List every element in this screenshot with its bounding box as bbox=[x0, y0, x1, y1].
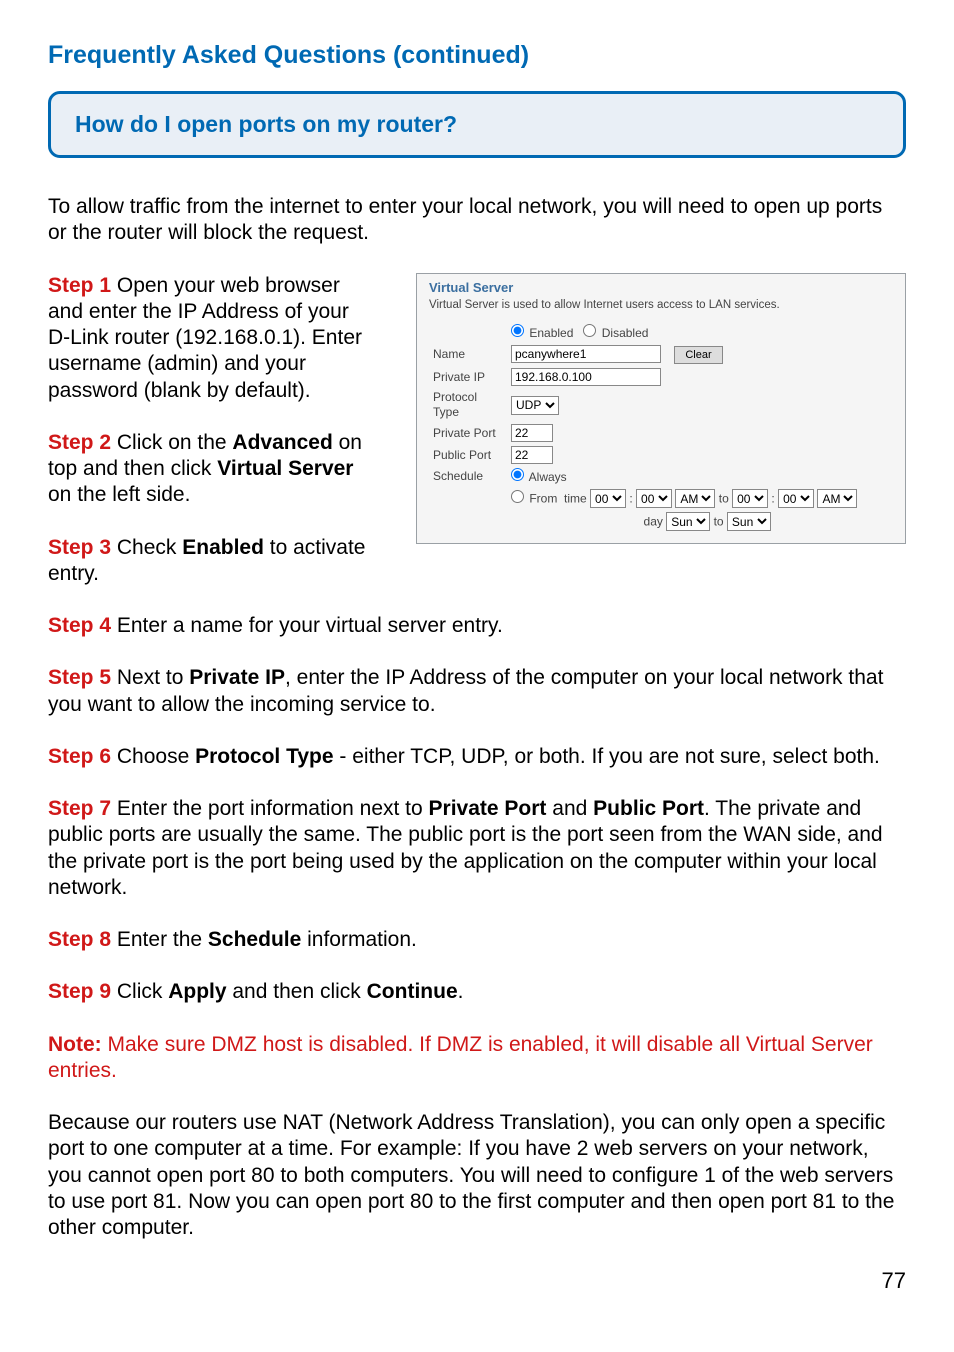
to-time-label: to bbox=[719, 492, 729, 506]
from-day-select[interactable]: Sun bbox=[666, 512, 710, 531]
step-2-text-3: on the left side. bbox=[48, 483, 190, 506]
step-2-label: Step 2 bbox=[48, 431, 111, 454]
name-label: Name bbox=[429, 343, 507, 366]
step-5-label: Step 5 bbox=[48, 666, 111, 689]
step-1: Step 1 Open your web browser and enter t… bbox=[48, 273, 373, 404]
step-4: Step 4 Enter a name for your virtual ser… bbox=[48, 613, 906, 639]
schedule-label: Schedule bbox=[429, 466, 507, 487]
step-3-label: Step 3 bbox=[48, 536, 111, 559]
enabled-label: Enabled bbox=[529, 326, 573, 340]
schedule-from-radio[interactable] bbox=[511, 490, 524, 503]
to-ampm-select[interactable]: AM bbox=[817, 489, 857, 508]
step-9-text-2: and then click bbox=[227, 980, 367, 1003]
note-text: Make sure DMZ host is disabled. If DMZ i… bbox=[48, 1033, 873, 1082]
step-4-label: Step 4 bbox=[48, 614, 111, 637]
disabled-radio[interactable] bbox=[583, 324, 596, 337]
note-paragraph: Note: Make sure DMZ host is disabled. If… bbox=[48, 1032, 906, 1085]
always-label: Always bbox=[529, 470, 567, 484]
step-3-text-1: Check bbox=[111, 536, 182, 559]
from-min-select[interactable]: 00 bbox=[636, 489, 672, 508]
from-label: From bbox=[529, 492, 557, 506]
time-label: time bbox=[564, 492, 587, 506]
step-7-text-1: Enter the port information next to bbox=[111, 797, 429, 820]
to-day-select[interactable]: Sun bbox=[727, 512, 771, 531]
step-8-text-2: information. bbox=[301, 928, 417, 951]
name-input[interactable] bbox=[511, 345, 661, 363]
faq-question-title: How do I open ports on my router? bbox=[75, 110, 879, 139]
step-7-label: Step 7 bbox=[48, 797, 111, 820]
step-1-label: Step 1 bbox=[48, 274, 111, 297]
closing-paragraph: Because our routers use NAT (Network Add… bbox=[48, 1110, 906, 1241]
step-5-text-1: Next to bbox=[111, 666, 189, 689]
vs-description: Virtual Server is used to allow Internet… bbox=[429, 298, 897, 312]
disabled-label: Disabled bbox=[602, 326, 649, 340]
step-3: Step 3 Check Enabled to activate entry. bbox=[48, 535, 373, 588]
step-4-text: Enter a name for your virtual server ent… bbox=[111, 614, 503, 637]
step-8-bold-1: Schedule bbox=[208, 928, 301, 951]
private-port-input[interactable] bbox=[511, 424, 553, 442]
step-7-bold-2: Public Port bbox=[593, 797, 704, 820]
private-ip-label: Private IP bbox=[429, 366, 507, 388]
private-port-label: Private Port bbox=[429, 422, 507, 444]
protocol-type-label: Protocol Type bbox=[429, 388, 507, 422]
to-hour-select[interactable]: 00 bbox=[732, 489, 768, 508]
step-8: Step 8 Enter the Schedule information. bbox=[48, 927, 906, 953]
enabled-radio[interactable] bbox=[511, 324, 524, 337]
intro-paragraph: To allow traffic from the internet to en… bbox=[48, 194, 906, 247]
page-number: 77 bbox=[48, 1267, 906, 1295]
step-6-text-2: - either TCP, UDP, or both. If you are n… bbox=[334, 745, 880, 768]
step-7: Step 7 Enter the port information next t… bbox=[48, 796, 906, 901]
protocol-select[interactable]: UDP bbox=[511, 396, 559, 415]
step-2: Step 2 Click on the Advanced on top and … bbox=[48, 430, 373, 509]
virtual-server-screenshot: Virtual Server Virtual Server is used to… bbox=[416, 273, 906, 545]
step-9-label: Step 9 bbox=[48, 980, 111, 1003]
schedule-always-radio[interactable] bbox=[511, 468, 524, 481]
step-9-text-3: . bbox=[458, 980, 464, 1003]
public-port-label: Public Port bbox=[429, 444, 507, 466]
step-2-bold-2: Virtual Server bbox=[217, 457, 353, 480]
step-7-bold-1: Private Port bbox=[429, 797, 547, 820]
step-6-bold-1: Protocol Type bbox=[195, 745, 333, 768]
step-9-bold-1: Apply bbox=[168, 980, 226, 1003]
from-hour-select[interactable]: 00 bbox=[590, 489, 626, 508]
vs-form-table: Enabled Disabled Name Clear Private IP bbox=[429, 322, 861, 533]
step-6-label: Step 6 bbox=[48, 745, 111, 768]
page-title: Frequently Asked Questions (continued) bbox=[48, 40, 906, 71]
step-6: Step 6 Choose Protocol Type - either TCP… bbox=[48, 744, 906, 770]
clear-button[interactable]: Clear bbox=[674, 346, 722, 364]
step-2-text-1: Click on the bbox=[111, 431, 232, 454]
step-5: Step 5 Next to Private IP, enter the IP … bbox=[48, 665, 906, 718]
day-label: day bbox=[644, 515, 663, 529]
step-9-text-1: Click bbox=[111, 980, 168, 1003]
private-ip-input[interactable] bbox=[511, 368, 661, 386]
step-2-bold-1: Advanced bbox=[232, 431, 332, 454]
note-label: Note: bbox=[48, 1033, 102, 1056]
step-6-text-1: Choose bbox=[111, 745, 195, 768]
step-8-text-1: Enter the bbox=[111, 928, 208, 951]
vs-title: Virtual Server bbox=[429, 280, 897, 296]
to-min-select[interactable]: 00 bbox=[778, 489, 814, 508]
step-9: Step 9 Click Apply and then click Contin… bbox=[48, 979, 906, 1005]
from-ampm-select[interactable]: AM bbox=[675, 489, 715, 508]
public-port-input[interactable] bbox=[511, 446, 553, 464]
to-day-label: to bbox=[714, 515, 724, 529]
step-9-bold-2: Continue bbox=[367, 980, 458, 1003]
step-8-label: Step 8 bbox=[48, 928, 111, 951]
faq-question-box: How do I open ports on my router? bbox=[48, 91, 906, 158]
step-7-text-2: and bbox=[546, 797, 593, 820]
step-3-bold-1: Enabled bbox=[182, 536, 264, 559]
step-5-bold-1: Private IP bbox=[189, 666, 285, 689]
